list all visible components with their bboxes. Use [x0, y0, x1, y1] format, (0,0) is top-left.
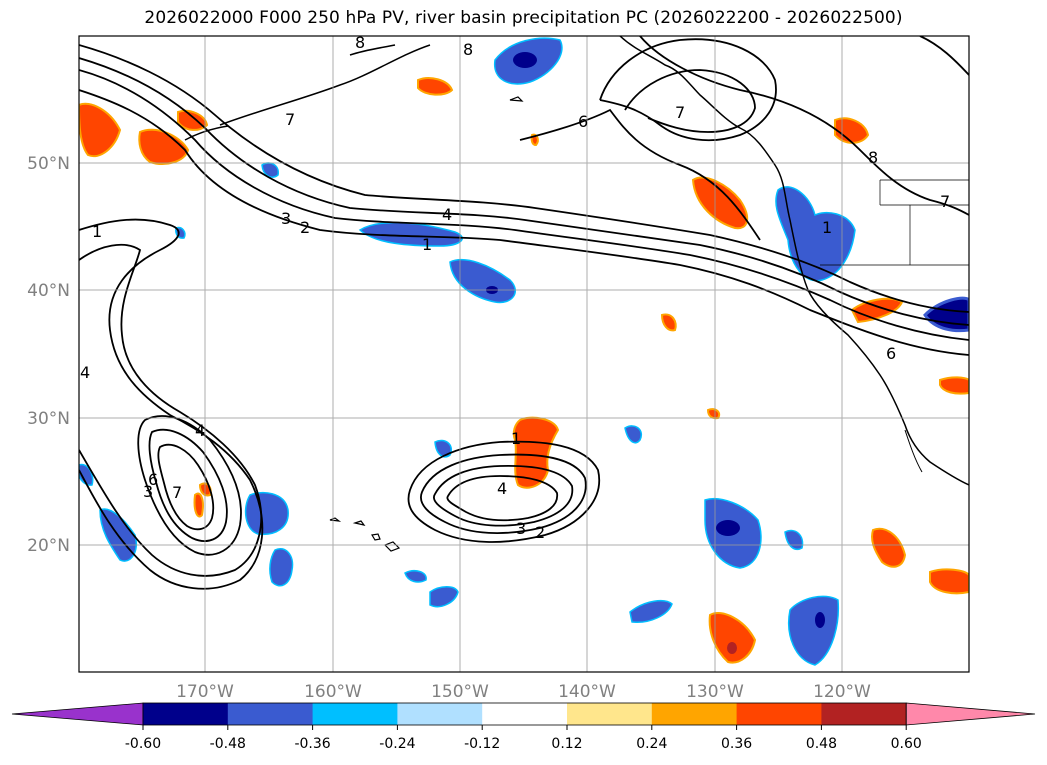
- map-title: 2026022000 F000 250 hPa PV, river basin …: [144, 8, 903, 28]
- colorbar-tick-label: -0.60: [125, 736, 161, 752]
- lon-label: 160°W: [304, 682, 362, 702]
- colorbar-tick-label: 0.36: [721, 736, 752, 752]
- colorbar-extend-min: [11, 702, 144, 726]
- lat-label: 40°N: [27, 281, 70, 301]
- islands: [329, 96, 524, 552]
- colorbar-tick-label: -0.24: [379, 736, 415, 752]
- colorbar-segment: [227, 703, 314, 725]
- pv-label: 7: [940, 192, 950, 211]
- colorbar-extend-max: [905, 702, 1036, 726]
- pv-label: 7: [285, 110, 295, 129]
- lon-label: 140°W: [558, 682, 616, 702]
- colorbar-tick-label: 0.48: [806, 736, 837, 752]
- pv-label: 6: [148, 470, 158, 489]
- colorbar-tick-label: -0.12: [464, 736, 500, 752]
- coastlines: [184, 36, 969, 486]
- colorbar-segment: [651, 703, 738, 725]
- pv-label: 8: [868, 148, 878, 167]
- colorbar-tick-label: -0.36: [294, 736, 330, 752]
- pv-label: 8: [463, 40, 473, 59]
- colorbar-segment: [397, 703, 483, 725]
- colorbar-tick-label: 0.24: [636, 736, 667, 752]
- colorbar-tick-label: -0.48: [210, 736, 246, 752]
- pv-label: 4: [442, 205, 452, 224]
- colorbar-tick-label: 0.60: [891, 736, 922, 752]
- pv-label: 1: [511, 429, 521, 448]
- colorbar-segment: [821, 703, 907, 725]
- lon-label: 120°W: [813, 682, 871, 702]
- pv-label: 3: [516, 519, 526, 538]
- graticule: [79, 36, 969, 672]
- pv-label: 1: [822, 218, 832, 237]
- pv-label: 3: [281, 209, 291, 228]
- colorbar-segment: [143, 703, 229, 725]
- colorbar-outline: [142, 702, 907, 726]
- lat-label: 50°N: [27, 154, 70, 174]
- precip-shading: [79, 37, 969, 666]
- pv-label: 4: [80, 363, 90, 382]
- pv-label: 6: [886, 344, 896, 363]
- lon-label: 150°W: [431, 682, 489, 702]
- colorbar-tick-label: 0.12: [551, 736, 582, 752]
- map-frame: [78, 35, 970, 673]
- colorbar-segment: [482, 703, 568, 725]
- pv-label: 2: [300, 218, 310, 237]
- pv-label: 1: [422, 235, 432, 254]
- pv-label: 7: [675, 103, 685, 122]
- pv-label: 4: [195, 421, 205, 440]
- pv-label: 3: [143, 482, 153, 501]
- lat-label: 20°N: [27, 536, 70, 556]
- pv-label: 6: [578, 112, 588, 131]
- lon-label: 130°W: [686, 682, 744, 702]
- colorbar-segment: [312, 703, 398, 725]
- lon-label: 170°W: [176, 682, 234, 702]
- colorbar-segment: [567, 703, 653, 725]
- pv-label: 8: [355, 33, 365, 52]
- pv-label: 2: [535, 523, 545, 542]
- lat-labels: 50°N 40°N 30°N 20°N: [27, 154, 70, 556]
- pv-contour-labels: 1 7 6 8 8 3 2 4 1 7 4 4 6 3 7 1 4 3 2 6 …: [80, 33, 950, 542]
- colorbar: -0.60 -0.48 -0.36 -0.24 -0.12 0.12 0.24 0.36 0.4…: [11, 702, 1036, 752]
- pv-label: 1: [92, 222, 102, 241]
- colorbar-segment: [736, 703, 822, 725]
- pv-label: 4: [497, 479, 507, 498]
- lat-label: 30°N: [27, 409, 70, 429]
- pv-label: 7: [172, 483, 182, 502]
- lon-labels: 170°W 160°W 150°W 140°W 130°W 120°W: [176, 682, 871, 702]
